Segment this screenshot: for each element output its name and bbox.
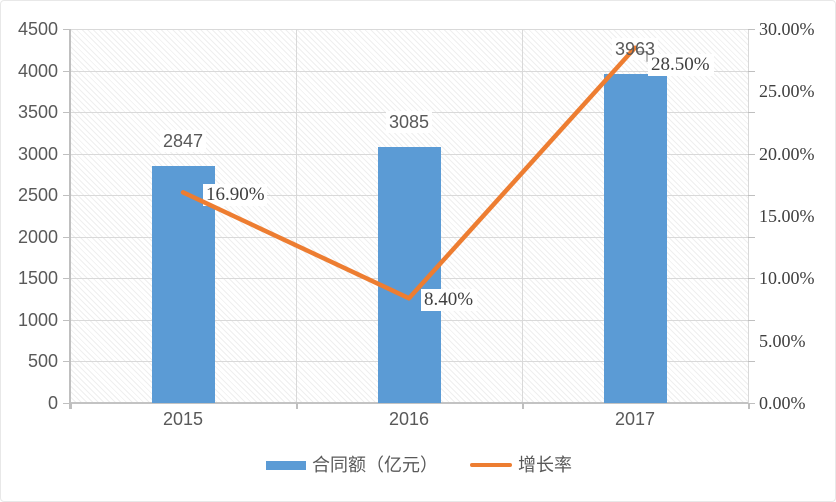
line-data-label-box <box>648 53 714 76</box>
plot-right-border <box>748 29 749 403</box>
gridline-horizontal <box>70 70 748 72</box>
x-axis-tick <box>522 403 524 409</box>
x-axis-tick <box>296 403 298 409</box>
x-axis-line <box>70 402 748 404</box>
y-axis-tick <box>63 319 70 321</box>
right-axis-tick <box>748 195 755 197</box>
y-axis-tick <box>63 153 70 155</box>
line-data-label: 8.40% <box>424 289 474 311</box>
x-axis-label: 2016 <box>388 409 430 429</box>
right-axis-tick <box>748 153 755 155</box>
bar-2017 <box>603 73 667 403</box>
y-axis-tick <box>63 195 70 197</box>
y-axis-label: 3000 <box>17 143 58 164</box>
y-axis-label: 3500 <box>17 102 58 123</box>
right-axis-tick <box>748 70 755 72</box>
y-axis-label: 1500 <box>17 268 58 289</box>
y-axis-line <box>69 29 71 409</box>
x-axis-tick <box>748 403 750 409</box>
bar-2016 <box>377 146 441 403</box>
y-axis-tick <box>63 112 70 114</box>
legend-label: 增长率 <box>518 455 572 475</box>
right-axis-tick <box>748 319 755 321</box>
y-axis-tick <box>63 278 70 280</box>
right-axis-tick <box>748 403 755 404</box>
legend: 合同额（亿元） 增长率 <box>1 453 835 477</box>
y-axis-label: 4000 <box>17 60 58 81</box>
y-axis-tick <box>63 403 70 404</box>
right-axis-tick <box>748 236 755 238</box>
right-axis-label: 5.00% <box>759 330 806 351</box>
right-axis-label: 20.00% <box>759 143 815 164</box>
line-data-label: 16.90% <box>206 184 265 206</box>
gridline-vertical <box>296 29 297 403</box>
right-axis-label: 25.00% <box>759 81 815 102</box>
gridline-horizontal <box>70 29 748 30</box>
right-axis-label: 30.00% <box>759 19 815 39</box>
x-axis-label: 2017 <box>614 409 656 429</box>
x-axis-tick <box>70 403 72 409</box>
y-axis-label: 0 <box>47 393 58 413</box>
line-series-swatch-icon <box>470 462 512 468</box>
x-axis-label: 2015 <box>162 409 204 429</box>
right-axis-tick <box>748 361 755 363</box>
y-axis-label: 2500 <box>17 185 58 206</box>
bar-data-label: 3085 <box>389 111 430 132</box>
y-axis-tick <box>63 29 70 30</box>
right-axis-tick <box>748 112 755 114</box>
right-axis-label: 10.00% <box>759 268 815 289</box>
right-axis-tick <box>748 278 755 280</box>
legend-item-contract-amount: 合同额（亿元） <box>266 453 438 477</box>
line-data-label: 28.50% <box>651 53 710 75</box>
right-axis-label: 15.00% <box>759 206 815 226</box>
bar-series-swatch-icon <box>266 460 306 470</box>
y-axis-label: 4500 <box>17 19 58 39</box>
y-axis-tick <box>63 236 70 238</box>
right-axis-label: 0.00% <box>759 393 806 413</box>
y-axis-label: 500 <box>27 351 58 372</box>
y-axis-label: 2000 <box>17 226 58 247</box>
y-axis-tick <box>63 361 70 363</box>
y-axis-label: 1000 <box>17 309 58 330</box>
right-axis-tick <box>748 29 755 30</box>
gridline-vertical <box>522 29 523 403</box>
legend-label: 合同额（亿元） <box>312 455 438 475</box>
bar-data-label: 2847 <box>163 131 204 152</box>
y-axis-tick <box>63 70 70 72</box>
legend-item-growth-rate: 增长率 <box>470 453 572 477</box>
